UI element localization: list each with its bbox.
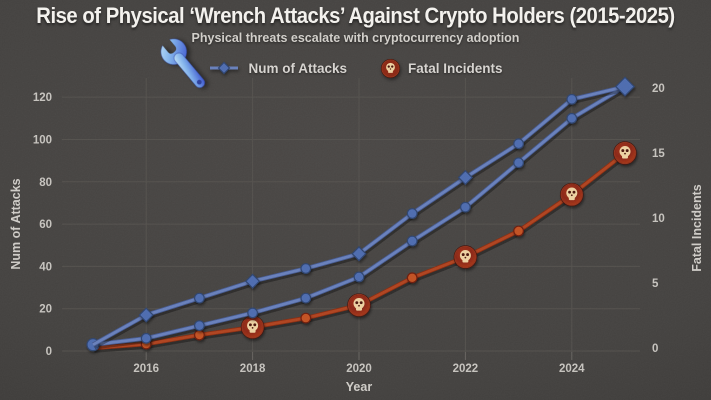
svg-text:80: 80 bbox=[39, 177, 52, 189]
svg-text:2020: 2020 bbox=[346, 363, 372, 375]
data-point bbox=[193, 292, 205, 304]
data-point bbox=[140, 332, 152, 344]
data-point bbox=[193, 329, 205, 341]
x-axis-title: Year bbox=[346, 380, 373, 394]
left-axis-title: Num of Attacks bbox=[9, 178, 23, 269]
svg-text:0: 0 bbox=[46, 346, 52, 358]
skull-marker bbox=[453, 245, 478, 269]
data-point bbox=[566, 93, 578, 105]
svg-text:20: 20 bbox=[652, 83, 665, 95]
skull-marker bbox=[347, 293, 371, 317]
data-point bbox=[406, 235, 418, 247]
data-point bbox=[566, 112, 578, 124]
svg-text:120: 120 bbox=[33, 92, 52, 104]
data-point bbox=[513, 157, 524, 169]
data-point bbox=[460, 201, 471, 213]
svg-text:10: 10 bbox=[652, 213, 665, 225]
svg-text:20: 20 bbox=[39, 304, 52, 316]
data-point bbox=[193, 320, 205, 332]
data-point bbox=[353, 271, 365, 283]
series-fatal-incidents bbox=[92, 141, 637, 353]
svg-text:2016: 2016 bbox=[133, 363, 159, 375]
data-point bbox=[300, 263, 312, 274]
svg-text:5: 5 bbox=[652, 278, 659, 290]
data-point bbox=[406, 208, 418, 219]
svg-text:2022: 2022 bbox=[453, 363, 479, 375]
data-point bbox=[513, 225, 524, 237]
svg-text:15: 15 bbox=[652, 148, 665, 160]
skull-marker bbox=[560, 182, 584, 207]
svg-text:2024: 2024 bbox=[559, 363, 585, 375]
data-point bbox=[247, 307, 259, 319]
svg-text:60: 60 bbox=[39, 219, 52, 231]
svg-text:40: 40 bbox=[39, 261, 52, 273]
svg-text:2018: 2018 bbox=[240, 363, 266, 375]
data-point bbox=[300, 292, 312, 304]
right-axis-title: Fatal Incidents bbox=[690, 184, 704, 272]
data-point bbox=[300, 312, 312, 324]
data-point bbox=[406, 272, 418, 284]
data-point bbox=[513, 138, 524, 150]
svg-text:0: 0 bbox=[652, 343, 658, 355]
skull-marker bbox=[613, 141, 637, 165]
svg-text:100: 100 bbox=[33, 134, 52, 146]
